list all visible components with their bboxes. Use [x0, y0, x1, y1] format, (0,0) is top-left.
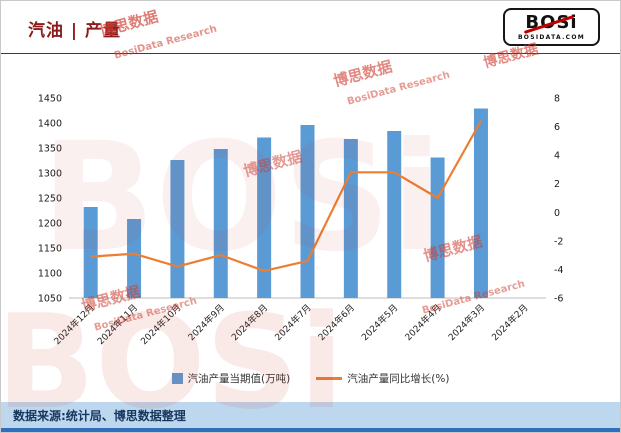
bar: [170, 160, 185, 298]
legend-item-line: 汽油产量同比增长(%): [316, 371, 449, 386]
bar: [83, 207, 98, 298]
x-axis-category-label: 2024年8月: [229, 302, 270, 343]
logo-subtext: BOSIDATA.COM: [517, 33, 586, 41]
page-title: 汽油 | 产量: [28, 21, 122, 41]
x-axis-category-label: 2024年4月: [402, 302, 443, 343]
footer: 数据来源:统计局、博思数据整理: [1, 402, 620, 432]
data-source: 数据来源:统计局、博思数据整理: [13, 408, 186, 423]
left-axis-tick-label: 1150: [38, 244, 62, 255]
bar: [430, 157, 445, 298]
left-axis-tick-label: 1200: [38, 219, 62, 230]
legend-line-swatch: [316, 377, 343, 380]
logo-text: BOSi: [524, 13, 577, 34]
right-axis-tick-label: -4: [554, 265, 563, 276]
left-axis-tick-label: 1050: [38, 294, 62, 305]
bar: [127, 219, 142, 298]
x-axis-category-label: 2024年5月: [359, 302, 400, 343]
production-combo-chart: 1050 1100 1150 1200 1250 1300 1350 1400 1450 -6 -4…: [38, 94, 564, 348]
x-axis-category-label: 2024年6月: [316, 302, 357, 343]
bar: [300, 125, 315, 298]
right-axis-tick-label: -6: [554, 294, 563, 305]
x-axis-category-label: 2024年7月: [272, 302, 313, 343]
legend-bar-label: 汽油产量当期值(万吨): [187, 373, 291, 385]
left-axis-tick-label: 1100: [38, 269, 62, 280]
x-axis-category-label: 2024年11月: [95, 302, 141, 348]
legend-bar-swatch: [171, 373, 183, 384]
x-axis-category-label: 2024年2月: [489, 302, 530, 343]
left-axis-tick-label: 1300: [38, 169, 62, 180]
x-axis-category-label: 2024年10月: [138, 302, 184, 348]
right-axis-tick-label: 4: [554, 151, 560, 162]
x-axis-category-label: 2024年3月: [446, 302, 487, 343]
bar: [213, 149, 228, 298]
right-axis-tick-label: 6: [554, 122, 560, 133]
legend-item-bar: 汽油产量当期值(万吨): [171, 371, 291, 386]
right-axis-tick-label: 0: [554, 208, 560, 219]
x-axis-category-label: 2024年12月: [51, 302, 97, 348]
bosi-logo: BOSi BOSIDATA.COM: [503, 8, 600, 46]
header: 汽油 | 产量 BOSi BOSIDATA.COM: [1, 1, 620, 54]
left-axis-tick-label: 1400: [38, 119, 62, 130]
bar: [343, 139, 358, 298]
right-axis-tick-label: 8: [554, 94, 560, 105]
left-axis-tick-label: 1450: [38, 94, 62, 105]
chart-legend: 汽油产量当期值(万吨) 汽油产量同比增长(%): [1, 371, 620, 386]
x-axis-category-label: 2024年9月: [185, 302, 226, 343]
trend-line: [90, 120, 482, 272]
legend-line-label: 汽油产量同比增长(%): [347, 373, 450, 385]
left-axis-tick-label: 1250: [38, 194, 62, 205]
left-axis-tick-label: 1350: [38, 144, 62, 155]
right-axis-tick-label: -2: [554, 236, 563, 247]
bar: [257, 137, 272, 298]
bar: [473, 108, 488, 298]
bar: [387, 131, 402, 298]
right-axis-tick-label: 2: [554, 179, 560, 190]
